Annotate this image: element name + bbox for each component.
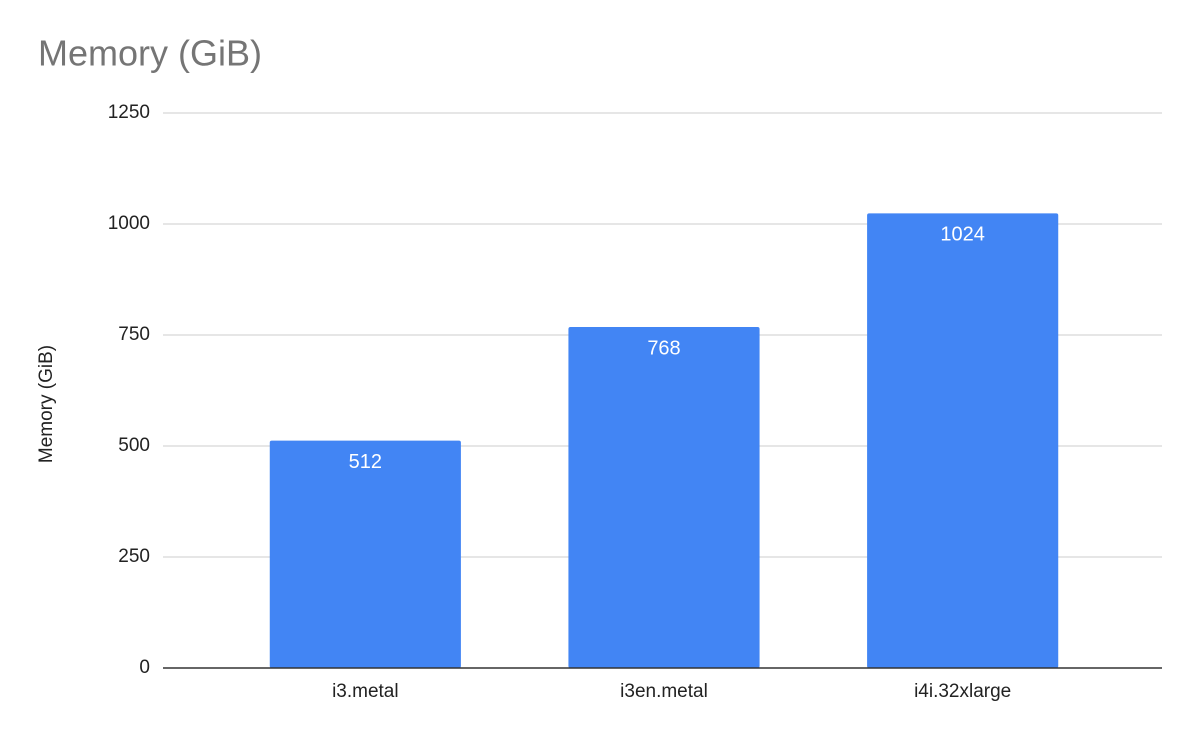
chart-title: Memory (GiB) [38,33,262,74]
data-label: 768 [647,337,680,359]
bar [568,327,760,668]
y-tick-label: 1000 [108,213,150,234]
x-tick-label: i3en.metal [620,681,708,702]
y-tick-label: 750 [118,324,150,345]
x-tick-label: i3.metal [332,681,399,702]
y-tick-label: 250 [118,546,150,567]
bar [867,213,1059,668]
y-tick-label: 500 [118,435,150,456]
data-label: 1024 [940,224,985,246]
data-label: 512 [349,451,382,473]
y-tick-label: 0 [139,657,150,678]
y-axis-label: Memory (GiB) [36,345,57,463]
bar [269,440,461,668]
x-tick-label: i4i.32xlarge [914,681,1011,702]
y-tick-label: 1250 [108,102,150,123]
